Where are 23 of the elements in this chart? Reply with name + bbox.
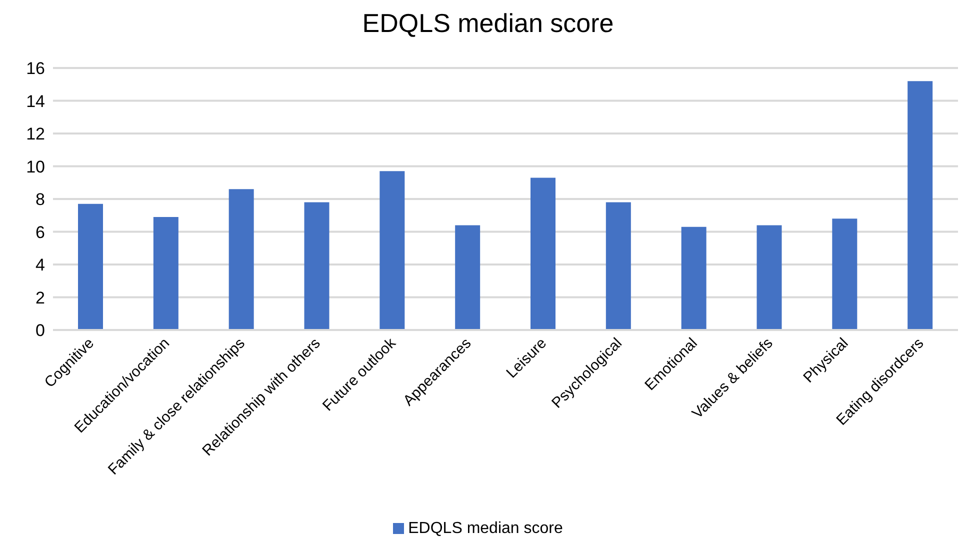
- y-tick-label: 2: [36, 288, 45, 308]
- y-tick-label: 16: [26, 59, 45, 78]
- y-tick-label: 4: [36, 256, 45, 275]
- bar: [530, 178, 556, 330]
- y-tick-label: 0: [36, 321, 45, 340]
- bar: [681, 226, 706, 330]
- y-tick-label: 6: [36, 222, 45, 242]
- bar: [380, 171, 405, 330]
- bar: [756, 225, 782, 330]
- bar: [606, 202, 631, 330]
- y-tick-label: 10: [26, 157, 45, 176]
- bar: [455, 225, 480, 330]
- y-tick-label: 14: [26, 92, 45, 111]
- y-tick-label: 8: [36, 190, 45, 210]
- chart-title: EDQLS median score: [361, 8, 615, 40]
- bar: [153, 217, 178, 330]
- bar: [228, 189, 254, 330]
- bar: [78, 204, 103, 330]
- legend-label: EDQLS median score: [408, 520, 563, 537]
- bar: [832, 218, 858, 330]
- y-tick-label: 12: [26, 124, 45, 144]
- bar: [908, 81, 933, 330]
- bar: [304, 202, 330, 330]
